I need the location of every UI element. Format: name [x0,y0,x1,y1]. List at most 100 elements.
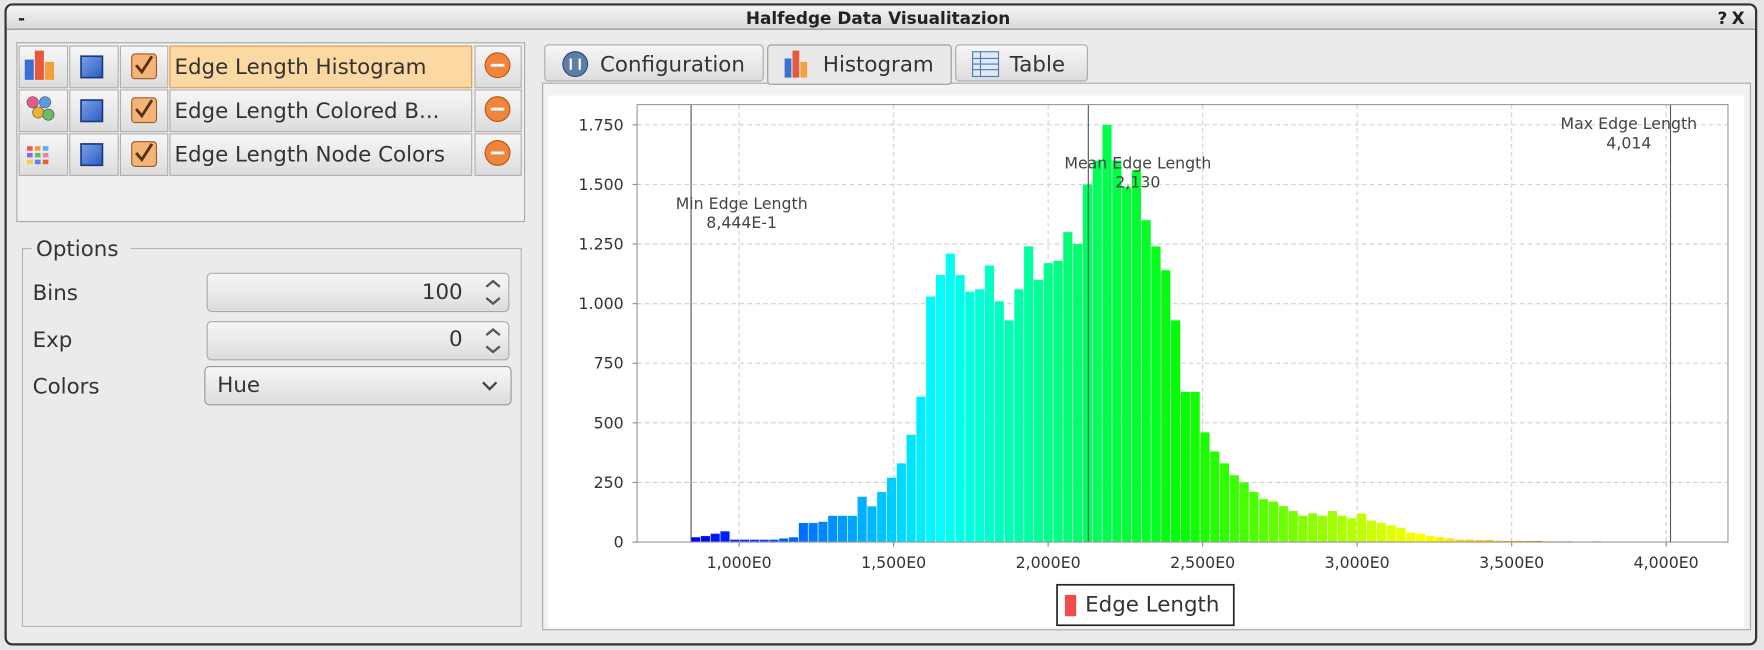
histogram-bar [789,537,799,543]
histogram-bar [1122,186,1132,543]
tab[interactable] [544,44,764,82]
histogram-bar [1396,527,1406,543]
histogram-bar [779,538,789,543]
histogram-bar [877,491,887,543]
x-tick-label: 1,000E0 [707,553,772,572]
layer-icon [24,59,34,80]
layer-name: Edge Length Histogram [174,55,426,80]
tab-label: Histogram [823,53,934,78]
histogram-bar [1308,513,1318,543]
layer-icon [39,96,51,109]
histogram-bar [1190,391,1200,543]
histogram-bar [710,533,720,543]
window-title: Halfedge Data Visualitazion [746,8,1010,28]
histogram-bar [1171,320,1181,543]
tab-icon [972,51,999,77]
tab-selected[interactable] [767,44,952,85]
histogram-bar [1317,515,1328,543]
histogram-bar [975,289,985,543]
minimize-button[interactable]: - [18,8,25,28]
histogram-bar [1092,160,1102,543]
histogram-bar [1210,451,1220,543]
histogram-bar [1073,244,1083,543]
histogram-bar [935,275,946,543]
close-button[interactable]: X [1732,8,1745,28]
histogram-bar [867,506,877,543]
title-bar [6,5,1755,30]
histogram-bar [1288,511,1298,543]
histogram-bar [1435,537,1445,543]
histogram-bar [955,275,965,543]
histogram-bar [1151,246,1161,543]
spinner-value: 0 [449,327,463,352]
histogram-bar [798,522,808,543]
histogram-bar [1494,540,1504,543]
histogram-bar [945,253,955,543]
histogram-bar [1268,501,1279,543]
histogram-bar [1259,499,1269,543]
name-cell[interactable] [169,133,473,176]
histogram-bar [1327,511,1337,543]
histogram-bar [769,539,779,543]
options-group [21,247,522,627]
x-tick-label: 4,000E0 [1634,553,1699,572]
layer-icon [42,152,49,158]
annotation-label: Max Edge Length [1561,114,1698,133]
checkmark [135,55,154,75]
visibility-toggle[interactable] [80,143,104,167]
histogram-bar [896,463,906,543]
layer-icon [27,152,33,158]
name-cell[interactable] [169,45,473,89]
layer-icon [34,50,44,80]
histogram-bar [1445,538,1455,543]
histogram-bar [1406,532,1416,543]
name-cell[interactable] [169,89,473,133]
histogram-bar [1455,539,1465,543]
histogram-bar [818,521,828,543]
histogram-bar [730,539,740,543]
histogram-bar [886,477,897,543]
field-label: Colors [33,374,100,399]
combo-arrow[interactable] [482,381,498,391]
histogram-bar [1533,540,1543,543]
visibility-toggle[interactable] [80,55,104,79]
annotation-label: Min Edge Length [676,194,808,213]
spinner-arrows[interactable] [485,279,501,306]
histogram-bar [1063,232,1073,543]
y-tick-label: 1.000 [579,294,624,313]
histogram-bar [1220,463,1230,543]
layer-name: Edge Length Node Colors [174,143,445,168]
histogram-bar [1249,491,1259,543]
histogram-bar [1033,279,1044,543]
annotation-value: 8,444E-1 [706,213,777,232]
histogram-bar [720,531,730,543]
options-title: Options [36,237,118,262]
histogram-bar [1484,540,1494,543]
histogram-bar [926,296,936,543]
histogram-bar [1131,170,1141,543]
tab-icon [792,50,800,78]
histogram-bar [1229,475,1239,543]
histogram-bar [828,515,838,543]
histogram-bar [1053,260,1063,543]
combo-value: Hue [217,373,260,398]
histogram-bar [1043,263,1053,543]
visibility-toggle[interactable] [80,99,104,123]
combo-box[interactable] [204,366,512,406]
spinner[interactable] [206,321,510,361]
layer-icon [34,146,41,151]
histogram-bar [1161,270,1171,543]
histogram-bar [1425,536,1435,543]
histogram-bar [965,291,975,543]
histogram-bar [1298,515,1308,543]
help-button[interactable]: ? [1717,8,1727,28]
histogram-bar [1523,540,1533,543]
y-tick-label: 250 [594,473,624,492]
legend-swatch [1064,594,1077,617]
histogram-bar [837,515,848,543]
legend-box [1056,583,1235,627]
spinner-arrows[interactable] [485,328,501,354]
layer-icon [34,152,41,158]
spinner[interactable] [206,272,510,313]
